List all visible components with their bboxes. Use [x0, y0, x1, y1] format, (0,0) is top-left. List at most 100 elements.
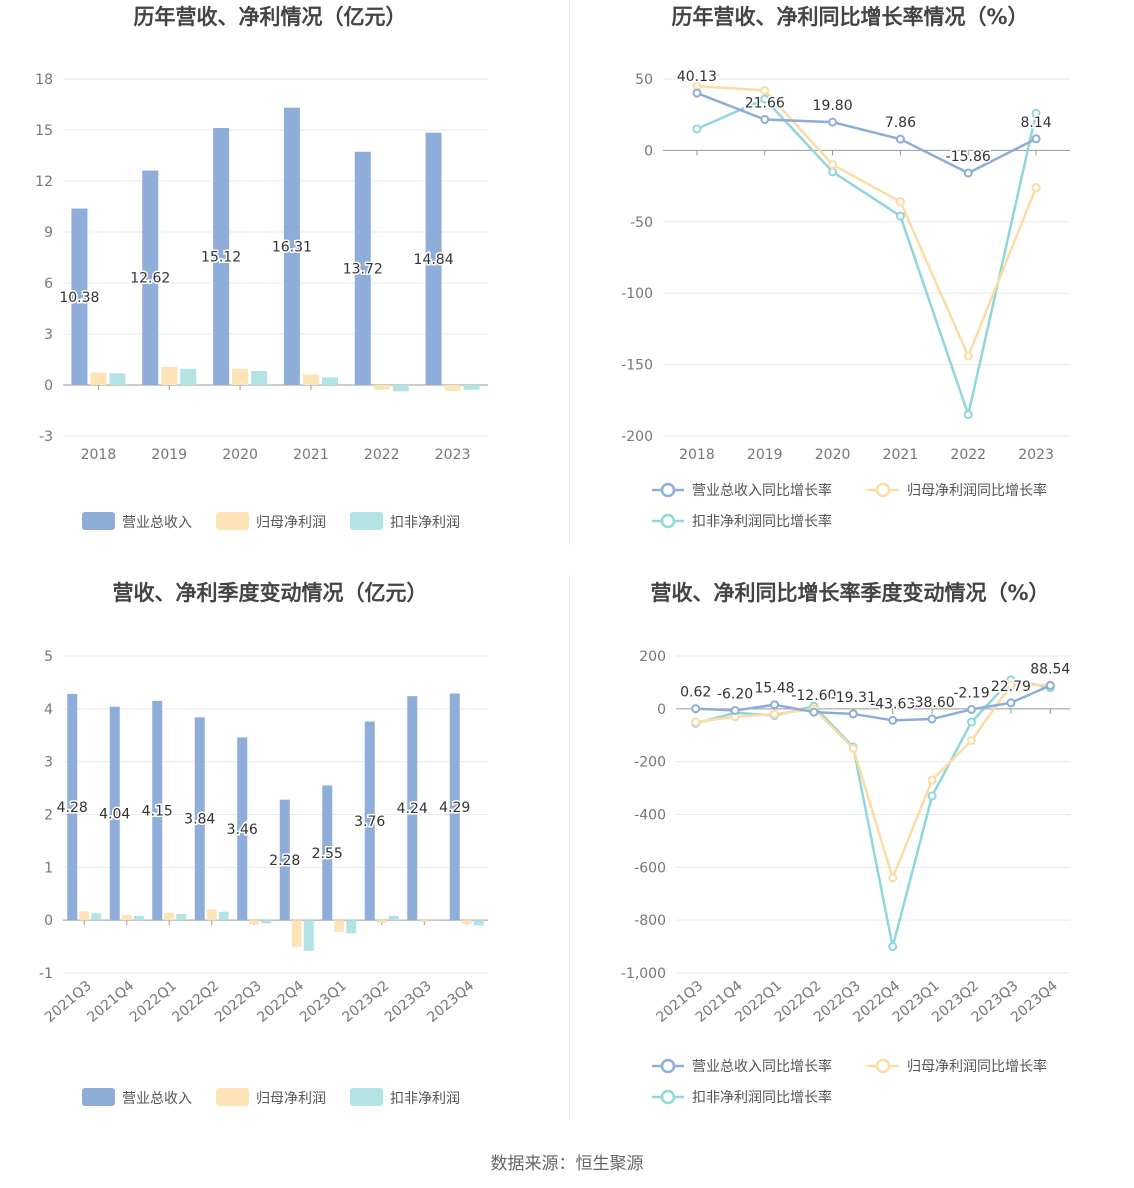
bar-series-1: [79, 911, 90, 921]
legend-marker-0: [660, 482, 676, 498]
line-data-label: 19.80: [813, 98, 853, 114]
point-series-1: [895, 197, 905, 207]
x-tick-label: 2021: [883, 447, 919, 463]
line-data-label: 88.54: [1030, 661, 1070, 677]
bar-series-2: [388, 915, 399, 921]
chart-title: 历年营收、净利同比增长率情况（%）: [671, 5, 1028, 29]
point-series-2: [692, 124, 702, 134]
point-series-2: [828, 167, 838, 177]
legend-marker-1: [875, 482, 891, 498]
bar-series-1: [373, 385, 390, 390]
quarter-line-panel: 营收、净利同比增长率季度变动情况（%） -1,000 -800 -600 -400 -20…: [567, 570, 1134, 1140]
bar-data-label: 10.38: [59, 290, 99, 306]
point-series-0: [967, 704, 976, 714]
line-series-1: [696, 84, 1038, 360]
bar-series-2: [109, 373, 126, 385]
x-tick-label: 2022: [950, 447, 986, 463]
line-data-label: -12.60: [791, 688, 836, 704]
x-tick-label: 2023: [435, 447, 471, 463]
y-tick-label: -800: [634, 913, 666, 929]
point-series-0: [888, 715, 898, 725]
bar-series-1: [419, 920, 430, 922]
bar-data-label: 4.28: [57, 800, 88, 816]
bar-series-1: [164, 912, 175, 921]
bar-series-2: [180, 368, 197, 385]
point-series-2: [1031, 108, 1041, 118]
bar-data-label: 4.24: [397, 801, 428, 817]
x-tick-label: 2022: [364, 447, 400, 463]
bar-series-0: [67, 694, 78, 921]
point-series-2: [895, 211, 905, 221]
legend-swatch-1: [216, 1088, 249, 1106]
point-series-0: [770, 700, 779, 710]
legend-swatch-0: [82, 1088, 115, 1106]
y-tick-label: -200: [621, 429, 653, 445]
legend-label-1: 归母净利润: [256, 1090, 326, 1107]
y-tick-label: 9: [44, 225, 53, 241]
point-series-1: [760, 85, 770, 95]
x-tick-label: 2022Q3: [212, 978, 265, 1026]
bar-series-1: [461, 920, 472, 924]
bar-series-1: [249, 920, 260, 925]
chart-title: 营收、净利季度变动情况（亿元）: [113, 581, 428, 605]
point-series-0: [691, 704, 701, 714]
line-series-0: [695, 684, 1051, 722]
bar-series-2: [473, 920, 484, 926]
legend-swatch-2: [350, 512, 383, 530]
bar-series-0: [213, 127, 230, 386]
bar-data-label: 3.84: [184, 812, 215, 828]
point-series-1: [848, 743, 858, 753]
line-series-2: [695, 678, 1051, 947]
quarterly-revenue-profit-bar-chart: 营收、净利季度变动情况（亿元）-10123452021Q32021Q42022Q…: [39, 581, 488, 1107]
point-series-1: [888, 873, 898, 883]
legend-marker-2: [660, 513, 676, 529]
bar-data-label: 15.12: [201, 249, 241, 265]
bar-series-1: [302, 374, 319, 385]
point-series-0: [1006, 698, 1016, 708]
legend-label-2: 扣非净利润: [390, 1091, 460, 1107]
bar-data-label: 3.46: [227, 822, 258, 838]
x-tick-label: 2023: [1018, 447, 1054, 463]
y-tick-label: 6: [44, 276, 53, 292]
y-tick-label: 0: [644, 143, 653, 159]
line-data-label: 7.86: [885, 115, 916, 131]
line-data-label: 0.62: [680, 685, 711, 701]
legend-swatch-0: [82, 512, 115, 530]
point-series-2: [963, 410, 973, 420]
y-tick-label: 3: [44, 327, 53, 343]
point-series-0: [963, 168, 973, 178]
point-series-0: [730, 705, 740, 715]
y-tick-label: -3: [39, 429, 53, 445]
y-tick-label: 15: [35, 123, 53, 139]
bar-series-1: [232, 368, 249, 385]
y-tick-label: -1: [39, 966, 53, 982]
x-tick-label: 2020: [815, 447, 851, 463]
point-series-0: [760, 114, 770, 124]
point-series-0: [895, 134, 905, 144]
bar-data-label: 4.29: [439, 800, 470, 816]
point-series-2: [760, 94, 770, 104]
annual-revenue-profit-bar-chart: 历年营收、净利情况（亿元） -3 0 3 6 9 12 15 18 2018 2019 2020 202…: [35, 5, 488, 531]
legend-label-2: 扣非净利润同比增长率: [692, 513, 832, 530]
legend-label-0: 营业总收入: [122, 1091, 192, 1107]
y-tick-label: 0: [44, 913, 53, 929]
point-series-1: [927, 775, 937, 785]
bar-series-0: [354, 151, 371, 385]
bar-series-0: [142, 170, 159, 385]
legend-label-0: 营业总收入同比增长率: [692, 1058, 832, 1075]
line-data-label: 40.13: [677, 69, 717, 85]
legend-label-0: 营业总收入: [122, 515, 192, 531]
x-tick-label: 2023Q1: [297, 978, 350, 1026]
bar-series-0: [425, 132, 442, 385]
x-tick-label: 2018: [679, 447, 715, 463]
bar-data-label: 4.04: [99, 806, 130, 822]
y-tick-label: 12: [35, 174, 53, 190]
legend-label-1: 归母净利润同比增长率: [907, 482, 1047, 499]
bar-series-2: [303, 920, 314, 951]
line-data-label: -6.20: [717, 686, 753, 702]
x-tick-label: 2021Q3: [42, 978, 95, 1026]
bar-data-label: 16.31: [272, 239, 312, 255]
bar-series-0: [194, 717, 205, 921]
chart-title: 营收、净利同比增长率季度变动情况（%）: [650, 581, 1049, 605]
y-tick-label: 18: [35, 72, 53, 88]
